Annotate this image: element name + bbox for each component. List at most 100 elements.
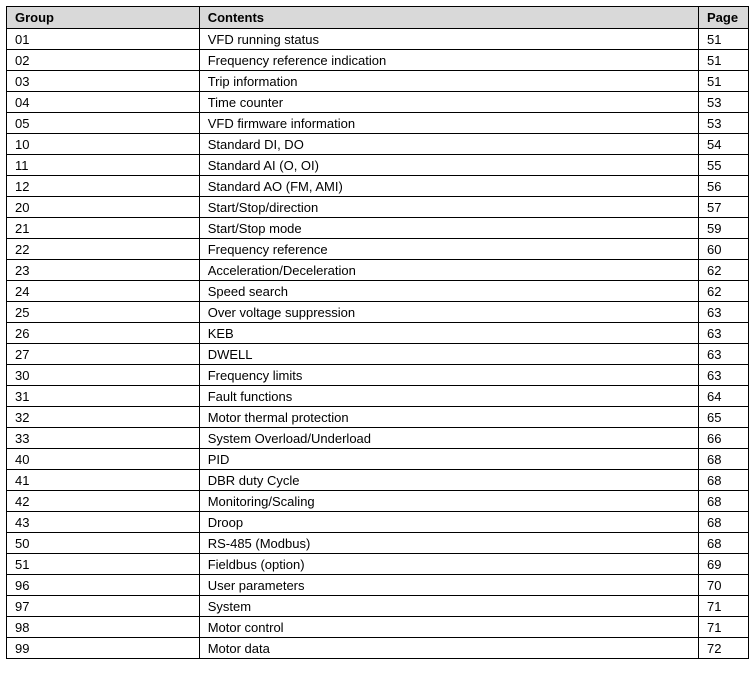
- cell-page: 68: [698, 533, 748, 554]
- cell-group: 01: [7, 29, 200, 50]
- cell-group: 12: [7, 176, 200, 197]
- cell-group: 22: [7, 239, 200, 260]
- table-row: 99Motor data72: [7, 638, 749, 659]
- cell-group: 11: [7, 155, 200, 176]
- header-contents: Contents: [199, 7, 698, 29]
- table-row: 03Trip information51: [7, 71, 749, 92]
- cell-group: 10: [7, 134, 200, 155]
- cell-group: 20: [7, 197, 200, 218]
- cell-contents: Droop: [199, 512, 698, 533]
- cell-page: 64: [698, 386, 748, 407]
- cell-page: 65: [698, 407, 748, 428]
- cell-page: 68: [698, 470, 748, 491]
- cell-page: 69: [698, 554, 748, 575]
- cell-group: 96: [7, 575, 200, 596]
- table-header: Group Contents Page: [7, 7, 749, 29]
- table-row: 11Standard AI (O, OI)55: [7, 155, 749, 176]
- cell-page: 71: [698, 617, 748, 638]
- cell-group: 25: [7, 302, 200, 323]
- cell-page: 57: [698, 197, 748, 218]
- table-row: 32Motor thermal protection65: [7, 407, 749, 428]
- cell-contents: Standard AO (FM, AMI): [199, 176, 698, 197]
- table-row: 43Droop68: [7, 512, 749, 533]
- cell-contents: System Overload/Underload: [199, 428, 698, 449]
- table-row: 22Frequency reference60: [7, 239, 749, 260]
- cell-contents: DBR duty Cycle: [199, 470, 698, 491]
- cell-page: 60: [698, 239, 748, 260]
- table-row: 02Frequency reference indication51: [7, 50, 749, 71]
- cell-contents: Standard AI (O, OI): [199, 155, 698, 176]
- cell-page: 63: [698, 344, 748, 365]
- cell-page: 62: [698, 281, 748, 302]
- cell-contents: System: [199, 596, 698, 617]
- table-row: 50RS-485 (Modbus)68: [7, 533, 749, 554]
- cell-contents: KEB: [199, 323, 698, 344]
- cell-page: 51: [698, 71, 748, 92]
- table-row: 23Acceleration/Deceleration62: [7, 260, 749, 281]
- table-row: 41DBR duty Cycle68: [7, 470, 749, 491]
- cell-group: 26: [7, 323, 200, 344]
- cell-contents: RS-485 (Modbus): [199, 533, 698, 554]
- cell-page: 63: [698, 323, 748, 344]
- table-row: 25Over voltage suppression63: [7, 302, 749, 323]
- cell-page: 66: [698, 428, 748, 449]
- cell-group: 40: [7, 449, 200, 470]
- cell-contents: Motor thermal protection: [199, 407, 698, 428]
- cell-group: 97: [7, 596, 200, 617]
- parameter-group-table: Group Contents Page 01VFD running status…: [6, 6, 749, 659]
- cell-group: 43: [7, 512, 200, 533]
- cell-group: 02: [7, 50, 200, 71]
- cell-contents: Standard DI, DO: [199, 134, 698, 155]
- cell-group: 27: [7, 344, 200, 365]
- table-row: 27DWELL63: [7, 344, 749, 365]
- table-row: 10Standard DI, DO54: [7, 134, 749, 155]
- cell-contents: Acceleration/Deceleration: [199, 260, 698, 281]
- cell-contents: Monitoring/Scaling: [199, 491, 698, 512]
- table-row: 98Motor control71: [7, 617, 749, 638]
- cell-page: 63: [698, 365, 748, 386]
- cell-group: 23: [7, 260, 200, 281]
- cell-page: 63: [698, 302, 748, 323]
- cell-page: 53: [698, 92, 748, 113]
- table-body: 01VFD running status5102Frequency refere…: [7, 29, 749, 659]
- table-row: 04Time counter53: [7, 92, 749, 113]
- cell-page: 62: [698, 260, 748, 281]
- cell-contents: User parameters: [199, 575, 698, 596]
- cell-page: 72: [698, 638, 748, 659]
- table-row: 40PID68: [7, 449, 749, 470]
- cell-contents: Frequency reference indication: [199, 50, 698, 71]
- cell-group: 31: [7, 386, 200, 407]
- table-row: 30Frequency limits63: [7, 365, 749, 386]
- cell-contents: DWELL: [199, 344, 698, 365]
- table-row: 31Fault functions64: [7, 386, 749, 407]
- cell-group: 32: [7, 407, 200, 428]
- cell-page: 56: [698, 176, 748, 197]
- table-row: 33System Overload/Underload66: [7, 428, 749, 449]
- cell-group: 04: [7, 92, 200, 113]
- cell-contents: Frequency reference: [199, 239, 698, 260]
- table-row: 51Fieldbus (option)69: [7, 554, 749, 575]
- cell-contents: Over voltage suppression: [199, 302, 698, 323]
- cell-group: 99: [7, 638, 200, 659]
- cell-page: 51: [698, 29, 748, 50]
- table-row: 20Start/Stop/direction57: [7, 197, 749, 218]
- cell-contents: Motor data: [199, 638, 698, 659]
- cell-group: 33: [7, 428, 200, 449]
- table-row: 21Start/Stop mode59: [7, 218, 749, 239]
- cell-page: 55: [698, 155, 748, 176]
- cell-contents: Start/Stop/direction: [199, 197, 698, 218]
- cell-page: 68: [698, 449, 748, 470]
- cell-group: 50: [7, 533, 200, 554]
- cell-contents: VFD running status: [199, 29, 698, 50]
- table-row: 01VFD running status51: [7, 29, 749, 50]
- cell-page: 68: [698, 491, 748, 512]
- table-row: 96User parameters70: [7, 575, 749, 596]
- cell-page: 71: [698, 596, 748, 617]
- cell-group: 42: [7, 491, 200, 512]
- cell-contents: Trip information: [199, 71, 698, 92]
- header-group: Group: [7, 7, 200, 29]
- header-page: Page: [698, 7, 748, 29]
- table-row: 24Speed search62: [7, 281, 749, 302]
- cell-contents: PID: [199, 449, 698, 470]
- cell-page: 51: [698, 50, 748, 71]
